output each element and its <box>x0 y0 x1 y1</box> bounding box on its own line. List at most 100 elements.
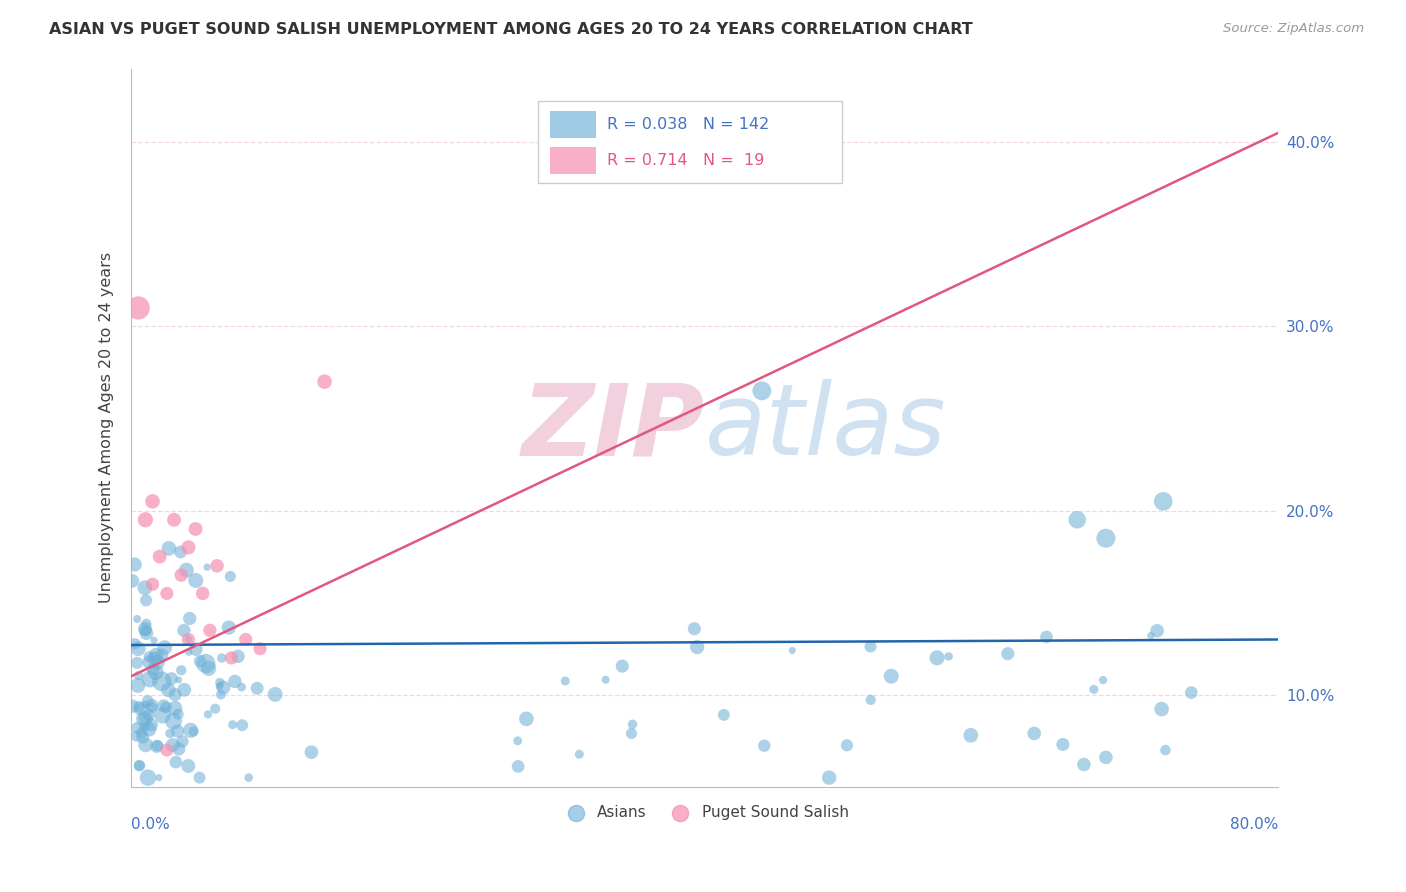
Point <box>138 708 160 723</box>
Point <box>143 651 166 665</box>
Point <box>160 672 183 686</box>
Point <box>180 723 202 738</box>
Point <box>219 569 242 583</box>
Text: atlas: atlas <box>704 379 946 476</box>
Point <box>146 656 169 670</box>
Point <box>208 675 231 690</box>
Point <box>134 622 156 636</box>
Point <box>782 643 804 657</box>
Point <box>246 681 269 696</box>
Point <box>754 739 776 753</box>
Point <box>141 701 163 715</box>
Point <box>1150 702 1173 716</box>
Point <box>224 674 246 689</box>
Point <box>197 661 219 675</box>
Point <box>152 698 174 713</box>
Point <box>212 681 235 695</box>
Point <box>177 759 200 773</box>
Point <box>195 560 218 574</box>
Point <box>167 707 190 722</box>
Point <box>938 649 960 664</box>
Point <box>124 558 146 572</box>
Point <box>172 734 194 748</box>
Point <box>149 549 172 564</box>
Point <box>138 722 160 736</box>
Point <box>835 739 858 753</box>
Point <box>165 755 187 769</box>
Point <box>127 678 149 692</box>
Point <box>169 545 191 559</box>
Bar <box>550 111 596 138</box>
Text: Source: ZipAtlas.com: Source: ZipAtlas.com <box>1223 22 1364 36</box>
Point <box>554 673 576 688</box>
Point <box>221 651 243 665</box>
Point <box>143 633 166 648</box>
Point <box>156 743 179 757</box>
Point <box>135 626 157 640</box>
Point <box>148 771 170 785</box>
Point <box>1066 513 1088 527</box>
Point <box>163 701 186 715</box>
Point <box>150 648 173 662</box>
Point <box>134 720 156 734</box>
Point <box>141 698 163 713</box>
Point <box>997 647 1019 661</box>
Y-axis label: Unemployment Among Ages 20 to 24 years: Unemployment Among Ages 20 to 24 years <box>100 252 114 603</box>
Point <box>134 581 156 595</box>
Point <box>184 574 207 588</box>
Point <box>162 714 184 728</box>
Point <box>1095 531 1118 545</box>
Point <box>167 673 190 687</box>
Point <box>135 616 157 631</box>
Point <box>131 725 153 739</box>
Point <box>176 563 198 577</box>
Point <box>612 659 634 673</box>
Point <box>142 662 165 676</box>
Point <box>127 641 149 656</box>
Point <box>595 673 617 687</box>
Point <box>134 712 156 726</box>
Point <box>121 699 143 714</box>
Point <box>163 513 186 527</box>
Text: ASIAN VS PUGET SOUND SALISH UNEMPLOYMENT AMONG AGES 20 TO 24 YEARS CORRELATION C: ASIAN VS PUGET SOUND SALISH UNEMPLOYMENT… <box>49 22 973 37</box>
Point <box>1083 682 1105 697</box>
Point <box>1095 750 1118 764</box>
Point <box>198 624 221 638</box>
Point <box>1073 757 1095 772</box>
Point <box>135 738 157 752</box>
Point <box>299 745 322 759</box>
Point <box>170 663 193 677</box>
Point <box>173 624 195 638</box>
Point <box>1146 624 1168 638</box>
Point <box>128 699 150 714</box>
Point <box>211 651 233 665</box>
Point <box>221 717 243 731</box>
Point <box>188 654 211 668</box>
Point <box>238 771 260 785</box>
Point <box>264 687 287 701</box>
Point <box>880 669 903 683</box>
Text: 80.0%: 80.0% <box>1230 817 1278 832</box>
Point <box>152 708 174 723</box>
Point <box>145 648 167 662</box>
Point <box>568 747 591 762</box>
Point <box>150 674 173 689</box>
Point <box>134 624 156 638</box>
Point <box>818 771 841 785</box>
Point <box>145 739 167 754</box>
Point <box>204 702 226 716</box>
Point <box>515 712 537 726</box>
Point <box>620 726 643 740</box>
Point <box>139 672 162 686</box>
Point <box>157 541 180 556</box>
Point <box>1052 738 1074 752</box>
Point <box>136 771 159 785</box>
Point <box>177 632 200 647</box>
Point <box>226 649 249 664</box>
Bar <box>550 147 596 174</box>
Point <box>859 640 882 654</box>
Point <box>1092 673 1115 687</box>
Point <box>141 494 163 508</box>
Point <box>184 642 207 657</box>
Point <box>128 758 150 772</box>
